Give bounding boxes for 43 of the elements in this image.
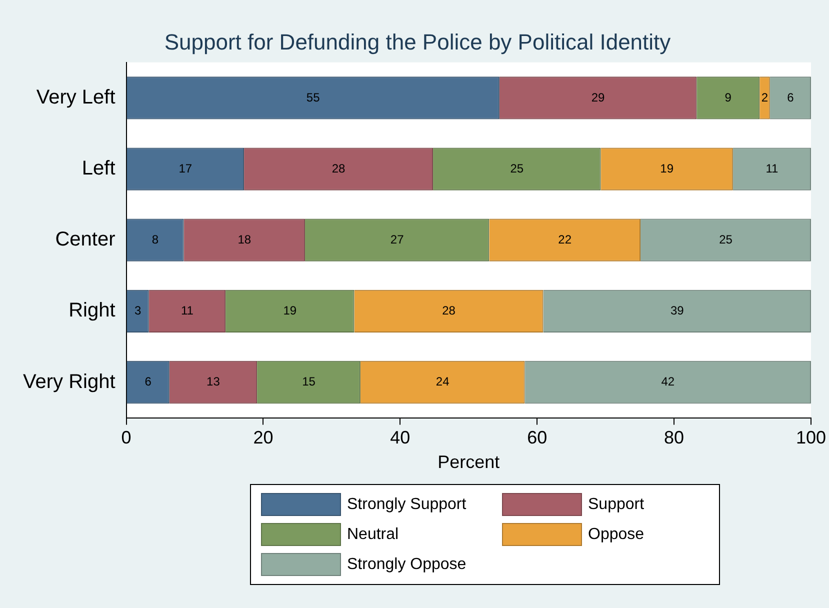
data-label: 24: [436, 374, 450, 389]
y-tick-label: Very Left: [36, 86, 116, 108]
x-tick-label: 100: [796, 428, 826, 448]
data-label: 6: [787, 90, 794, 104]
data-label: 17: [178, 161, 192, 176]
y-tick-label: Right: [68, 300, 116, 322]
data-label: 3: [134, 303, 142, 318]
data-label: 19: [283, 303, 297, 318]
legend-label: Strongly Support: [347, 496, 466, 514]
data-label: 2: [761, 90, 768, 104]
data-label: 25: [510, 161, 524, 176]
data-label: 39: [670, 303, 684, 318]
data-label: 15: [302, 374, 316, 389]
data-label: 11: [180, 303, 194, 318]
data-label: 42: [661, 374, 675, 389]
x-tick-label: 80: [664, 428, 684, 448]
y-tick-label: Left: [82, 158, 116, 180]
data-label: 55: [306, 90, 320, 104]
data-label: 28: [442, 303, 456, 318]
data-label: 25: [719, 232, 733, 246]
data-label: 22: [558, 232, 572, 246]
x-tick-label: 0: [121, 428, 132, 448]
x-tick-label: 60: [527, 428, 548, 448]
data-label: 13: [206, 374, 220, 389]
data-label: 6: [144, 374, 152, 389]
y-tick-label: Center: [55, 228, 116, 251]
x-tick-label: 20: [253, 428, 274, 448]
x-axis-title: Percent: [438, 452, 500, 472]
legend-label: Support: [588, 496, 644, 514]
legend-label: Oppose: [588, 526, 644, 544]
x-tick-label: 40: [390, 428, 410, 448]
legend-label: Strongly Oppose: [347, 556, 466, 574]
y-tick-label: Very Right: [23, 370, 116, 393]
data-label: 27: [390, 232, 404, 246]
chart-title: Support for Defunding the Police by Political Identity: [164, 29, 671, 54]
data-label: 8: [152, 232, 159, 246]
data-label: 9: [724, 90, 732, 104]
data-label: 18: [238, 232, 252, 246]
legend-label: Neutral: [347, 526, 399, 544]
data-label: 19: [660, 161, 674, 176]
data-label: 28: [332, 161, 346, 176]
data-label: 11: [766, 161, 779, 176]
data-label: 29: [591, 90, 606, 104]
